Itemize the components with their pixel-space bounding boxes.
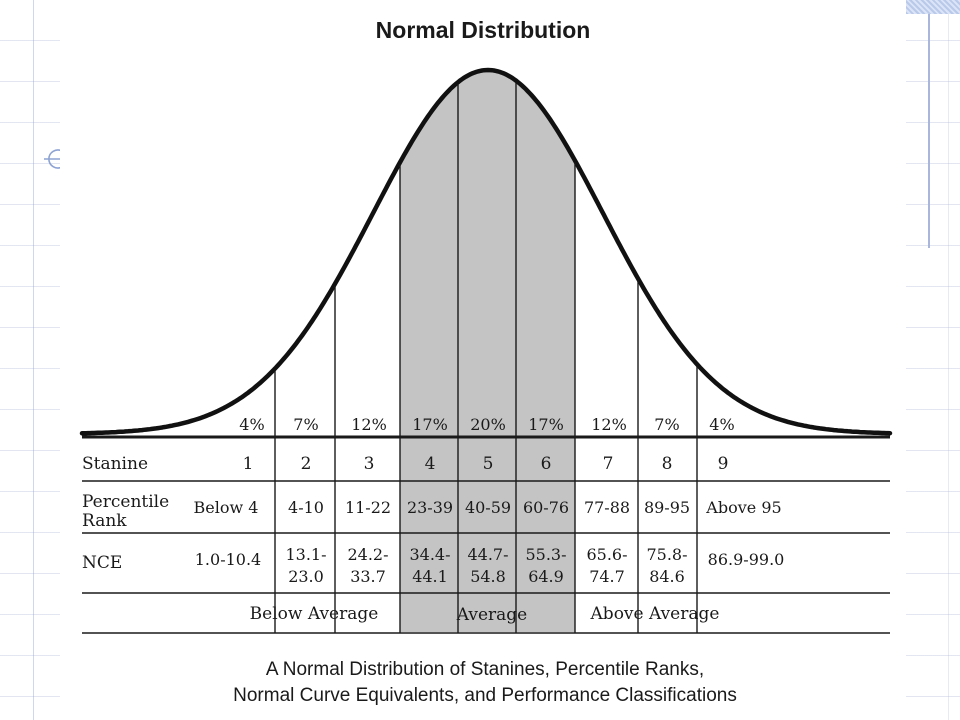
nce-cell: 1.0-10.4 (195, 550, 261, 569)
figure-title: Normal Distribution (376, 17, 591, 43)
stanine-cell: 2 (301, 454, 312, 474)
average-label: Average (456, 605, 527, 625)
nce-row: 1.0-10.4 13.1- 23.0 24.2- 33.7 34.4- 44.1 44.7-… (195, 545, 785, 586)
percentile-cell: Below 4 (194, 498, 259, 517)
percentile-row-label-line1: Percentile (82, 492, 169, 512)
bell-curve (79, 67, 893, 436)
nce-cell-line2: 74.7 (589, 567, 625, 586)
nce-cell-line1: 65.6- (586, 545, 627, 564)
percentile-cell: 77-88 (584, 498, 630, 517)
percentile-cell: 60-76 (523, 498, 569, 517)
percent-cell: 7% (293, 415, 318, 434)
below-average-label: Below Average (250, 604, 379, 624)
stanine-cell: 7 (603, 454, 614, 474)
nce-cell-line2: 44.1 (412, 567, 448, 586)
caption-line-1: A Normal Distribution of Stanines, Perce… (266, 659, 704, 680)
stanine-dividers (274, 82, 698, 633)
percent-cell: 12% (351, 415, 387, 434)
stanine-cell: 9 (718, 454, 729, 474)
nce-cell-line2: 84.6 (649, 567, 685, 586)
nce-cell-line1: 44.7- (467, 545, 508, 564)
stanine-cell: 1 (243, 454, 254, 474)
percent-cell: 4% (239, 415, 264, 434)
percentile-cell: 23-39 (407, 498, 453, 517)
average-band-shade (400, 70, 575, 435)
percentile-cell: 11-22 (345, 498, 391, 517)
percent-cell: 17% (412, 415, 448, 434)
corner-swatch (906, 0, 960, 14)
stanine-cell: 5 (483, 454, 494, 474)
percent-cell: 17% (528, 415, 564, 434)
table-rules (82, 435, 890, 634)
percentile-cell: 4-10 (288, 498, 324, 517)
stanine-cell: 6 (541, 454, 552, 474)
above-average-label: Above Average (590, 604, 720, 624)
nce-cell-line2: 54.8 (470, 567, 506, 586)
nce-cell-line1: 13.1- (285, 545, 326, 564)
normal-distribution-figure: Normal Distribution Stanine Percentile R… (60, 0, 906, 720)
percentile-cell: 40-59 (465, 498, 511, 517)
nce-cell-line1: 75.8- (646, 545, 687, 564)
stanine-cell: 4 (425, 454, 436, 474)
nce-row-label: NCE (82, 553, 122, 573)
nce-cell: 86.9-99.0 (708, 550, 785, 569)
stanine-row-label: Stanine (82, 454, 148, 474)
nce-cell-line1: 55.3- (525, 545, 566, 564)
nce-cell-line2: 33.7 (350, 567, 386, 586)
percent-cell: 7% (654, 415, 679, 434)
percent-cell: 4% (709, 415, 734, 434)
percentile-row-label-line2: Rank (82, 511, 127, 531)
accent-line (928, 14, 930, 248)
nce-cell-line1: 24.2- (347, 545, 388, 564)
nce-cell-line2: 64.9 (528, 567, 564, 586)
stanine-cell: 8 (662, 454, 673, 474)
stanine-cell: 3 (364, 454, 375, 474)
percent-row: 4% 7% 12% 17% 20% 17% 12% 7% 4% (239, 415, 734, 434)
percentile-cell: Above 95 (705, 498, 781, 517)
nce-cell-line2: 23.0 (288, 567, 324, 586)
caption-line-2: Normal Curve Equivalents, and Performanc… (233, 685, 737, 706)
percentile-cell: 89-95 (644, 498, 690, 517)
percent-cell: 12% (591, 415, 627, 434)
stanine-row: 1 2 3 4 5 6 7 8 9 (243, 454, 729, 474)
nce-cell-line1: 34.4- (409, 545, 450, 564)
distribution-diagram: Normal Distribution Stanine Percentile R… (79, 17, 893, 706)
percentile-row: Below 4 4-10 11-22 23-39 40-59 60-76 77-88 89-9… (194, 498, 782, 517)
percent-cell: 20% (470, 415, 506, 434)
